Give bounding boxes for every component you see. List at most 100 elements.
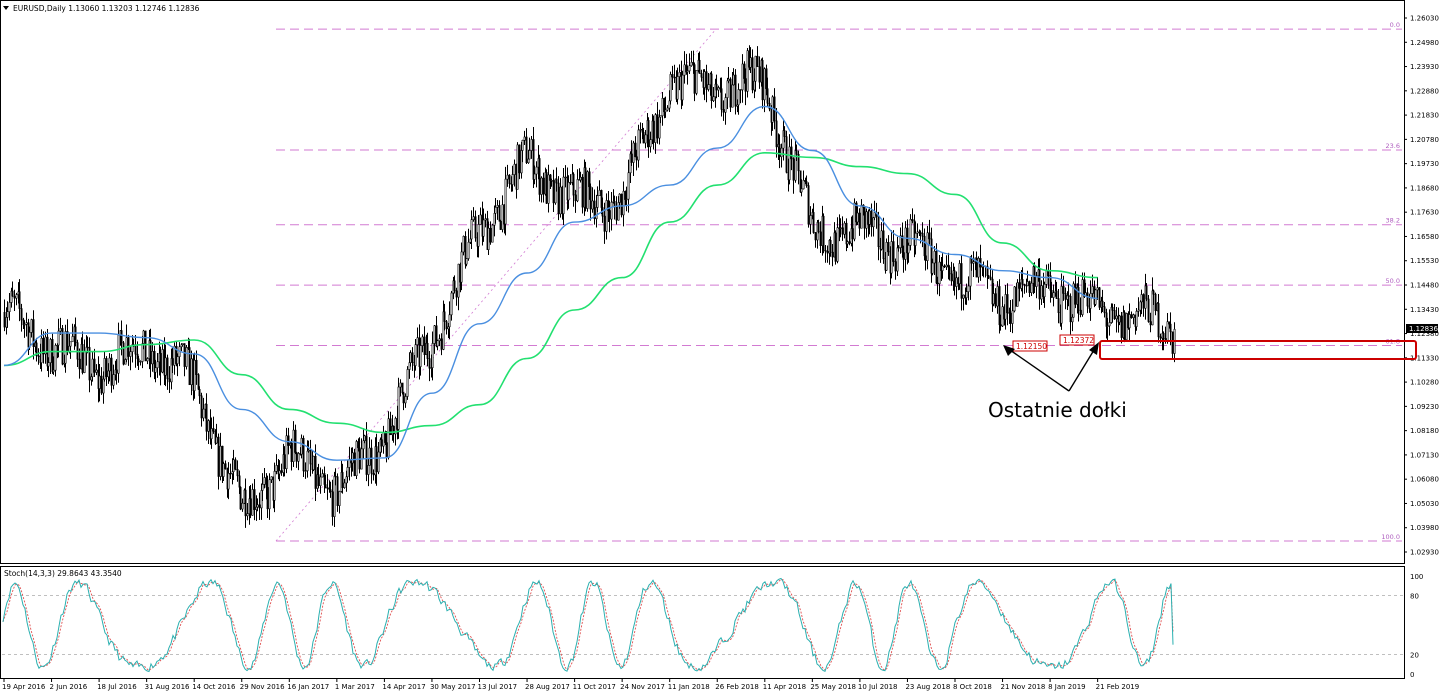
candle-body [589, 186, 592, 210]
stoch-signal-line [2, 578, 1174, 672]
candle-body [530, 139, 533, 151]
candle-body [681, 74, 684, 101]
arrow-line-1 [1009, 349, 1070, 392]
price-tick-label: 1.17630 [1410, 209, 1439, 217]
candle-body [292, 429, 295, 462]
candle-body [375, 446, 378, 473]
candle-body [326, 487, 329, 489]
candle-body [1128, 314, 1131, 329]
candle-body [467, 241, 470, 259]
candle-body [353, 452, 356, 476]
candle-body [1147, 298, 1150, 322]
candle-body [673, 76, 676, 79]
candle-body [100, 375, 103, 394]
candle-body [809, 215, 812, 225]
price-tick-label: 1.12380 [1410, 330, 1439, 338]
candle-body [236, 468, 239, 477]
candle-body [744, 78, 747, 92]
candle-body [595, 207, 598, 220]
time-tick-label: 10 Jul 2018 [858, 683, 898, 691]
candle-body [183, 343, 186, 367]
candle-body [35, 342, 38, 356]
time-tick-label: 23 Aug 2018 [905, 683, 950, 691]
candle-body [489, 227, 492, 243]
candle-body [176, 356, 179, 364]
candle-body [414, 344, 417, 366]
candle-body [217, 436, 220, 477]
candle-body [78, 358, 81, 370]
candle-body [1157, 303, 1160, 338]
candle-body [435, 325, 438, 347]
candle-body [1030, 282, 1033, 293]
candle-body [666, 107, 669, 111]
candle-body [460, 251, 463, 283]
candle-body [1050, 290, 1053, 298]
time-tick-label: 31 Aug 2016 [145, 683, 190, 691]
candle-body [872, 217, 875, 228]
candle-body [824, 250, 827, 252]
candle-body [164, 357, 167, 376]
arrow-line-2 [1068, 349, 1095, 392]
collapse-triangle-icon[interactable] [3, 6, 9, 10]
candle-body [948, 266, 951, 275]
candle-body [290, 442, 293, 462]
candle-body [659, 115, 662, 118]
support-zone-rectangle [1099, 340, 1417, 360]
candle-body [1106, 325, 1109, 327]
candle-body [639, 128, 642, 131]
price-tick-label: 1.21830 [1410, 112, 1439, 120]
candle-body [1149, 321, 1152, 326]
time-tick-label: 2 Jun 2016 [50, 683, 88, 691]
candle-body [658, 116, 661, 139]
candle-body [754, 55, 757, 82]
price-tick-label: 1.09230 [1410, 403, 1439, 411]
candle-body [314, 455, 317, 489]
candle-body [996, 286, 999, 307]
candle-body [256, 504, 259, 508]
candle-body [166, 357, 169, 380]
candle-body [593, 200, 596, 220]
candle-body [181, 343, 184, 345]
candle-body [831, 251, 834, 258]
candle-body [931, 262, 934, 274]
candle-body [146, 358, 149, 362]
candle-body [294, 429, 297, 453]
candle-body [724, 97, 727, 113]
candle-body [238, 475, 241, 488]
candle-body [389, 418, 392, 436]
time-tick-label: 18 Jul 2016 [97, 683, 137, 691]
candle-body [1089, 293, 1092, 309]
candle-body [941, 265, 944, 271]
candle-body [780, 147, 783, 158]
candle-body [839, 227, 842, 229]
candle-body [443, 311, 446, 322]
candle-body [474, 216, 477, 239]
candle-body [647, 120, 650, 148]
candle-body [285, 435, 288, 470]
candle-body [134, 345, 137, 355]
candle-body [44, 336, 47, 355]
time-tick-label: 24 Nov 2017 [620, 683, 665, 691]
candle-body [943, 265, 946, 268]
candle-body [1072, 283, 1075, 318]
candle-body [807, 185, 810, 225]
candle-body [902, 252, 905, 260]
candle-body [1074, 283, 1077, 305]
candle-body [69, 341, 72, 347]
candle-body [411, 352, 414, 363]
candle-body [205, 403, 208, 432]
candle-body [528, 150, 531, 160]
candle-body [610, 201, 613, 220]
candle-body [229, 473, 232, 475]
candle-body [151, 350, 154, 365]
candle-body [572, 173, 575, 196]
candle-body [547, 174, 550, 204]
candle-body [542, 177, 545, 195]
candle-body [761, 60, 764, 101]
candle-body [829, 240, 832, 253]
candle-body [586, 171, 589, 209]
candle-body [720, 88, 723, 110]
candle-body [1154, 293, 1157, 312]
candle-body [317, 474, 320, 487]
